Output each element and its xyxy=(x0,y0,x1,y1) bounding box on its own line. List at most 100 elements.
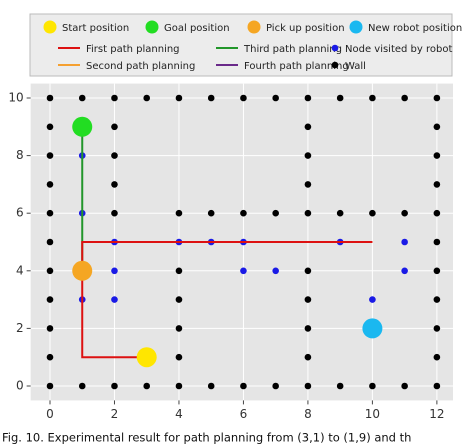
y-tick-label: 0 xyxy=(16,379,24,393)
y-tick-label: 8 xyxy=(16,148,24,162)
legend-label: Fourth path planning xyxy=(244,61,349,72)
legend-label: Wall xyxy=(345,61,366,72)
legend-marker xyxy=(349,20,363,34)
point xyxy=(111,267,118,275)
x-tick-label: 10 xyxy=(365,407,380,421)
point xyxy=(46,382,54,390)
point xyxy=(175,382,183,390)
legend-box xyxy=(29,13,453,77)
point xyxy=(46,181,54,188)
point xyxy=(46,353,54,361)
point xyxy=(401,209,408,217)
point xyxy=(46,296,54,303)
point xyxy=(433,325,441,332)
point xyxy=(369,296,376,303)
point xyxy=(78,382,86,390)
point xyxy=(304,181,312,188)
legend-label: Third path planning xyxy=(243,44,342,55)
point xyxy=(304,296,312,303)
x-tick-label: 6 xyxy=(240,407,248,421)
legend-marker xyxy=(331,44,339,52)
point xyxy=(304,209,312,217)
legend-marker xyxy=(247,20,261,34)
point xyxy=(175,209,183,217)
point xyxy=(401,382,408,390)
legend-marker xyxy=(43,20,57,34)
point xyxy=(207,209,215,217)
point xyxy=(143,94,151,102)
point xyxy=(433,238,441,246)
legend-label: Pick up position xyxy=(266,23,345,34)
point xyxy=(336,94,344,102)
y-tick-label: 6 xyxy=(16,206,24,220)
point xyxy=(46,152,54,159)
path-line xyxy=(81,241,373,359)
point xyxy=(433,353,441,361)
point xyxy=(272,94,279,102)
point xyxy=(433,382,441,390)
position-marker xyxy=(362,318,383,339)
legend-marker xyxy=(145,20,159,34)
position-marker xyxy=(72,116,93,137)
point xyxy=(433,267,441,275)
position-marker xyxy=(136,347,157,368)
point xyxy=(433,152,441,159)
point xyxy=(433,209,441,217)
point xyxy=(207,94,215,102)
point xyxy=(111,94,118,102)
position-marker xyxy=(72,260,93,281)
point xyxy=(240,94,247,102)
point xyxy=(401,267,408,275)
point xyxy=(304,382,312,390)
point xyxy=(401,238,408,246)
point xyxy=(46,123,54,131)
point xyxy=(111,152,118,159)
point xyxy=(433,181,441,188)
point xyxy=(240,267,247,275)
point xyxy=(336,382,344,390)
point xyxy=(111,382,118,390)
point xyxy=(46,267,54,275)
point xyxy=(46,94,54,102)
point xyxy=(369,94,376,102)
legend-label: First path planning xyxy=(86,44,180,55)
point xyxy=(433,94,441,102)
x-tick-label: 12 xyxy=(429,407,444,421)
y-tick-label: 10 xyxy=(8,91,23,105)
point xyxy=(175,325,183,332)
point xyxy=(369,209,376,217)
x-tick-label: 8 xyxy=(304,407,312,421)
point xyxy=(304,325,312,332)
point xyxy=(175,353,183,361)
point xyxy=(336,209,344,217)
point xyxy=(272,209,279,217)
legend-marker xyxy=(331,61,339,69)
point xyxy=(207,382,215,390)
caption: Fig. 10. Experimental result for path pl… xyxy=(2,431,411,445)
x-tick-label: 0 xyxy=(46,407,54,421)
legend-label: Goal position xyxy=(164,23,230,34)
point xyxy=(272,382,279,390)
point xyxy=(111,181,118,188)
y-tick-label: 2 xyxy=(16,321,24,335)
point xyxy=(304,123,312,131)
point xyxy=(175,296,183,303)
point xyxy=(369,382,376,390)
point xyxy=(304,94,312,102)
legend-label: New robot position xyxy=(368,23,462,34)
point xyxy=(78,94,86,102)
point xyxy=(272,267,279,275)
point xyxy=(143,382,151,390)
point xyxy=(111,209,118,217)
point xyxy=(111,296,118,303)
point xyxy=(240,209,247,217)
point xyxy=(111,123,118,131)
x-tick-label: 4 xyxy=(175,407,183,421)
point xyxy=(401,94,408,102)
point xyxy=(304,267,312,275)
point xyxy=(175,267,183,275)
point xyxy=(175,94,183,102)
point xyxy=(46,325,54,332)
